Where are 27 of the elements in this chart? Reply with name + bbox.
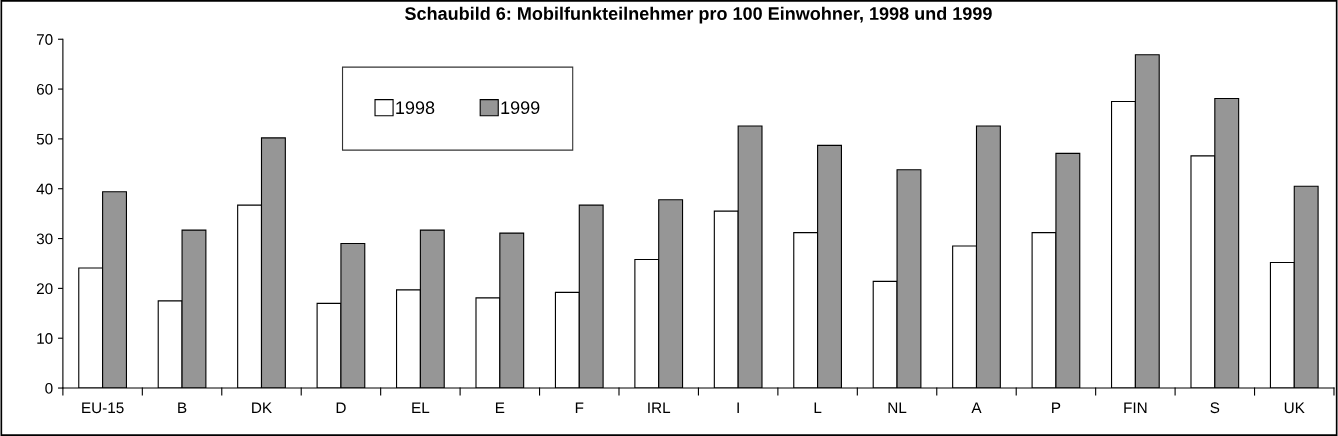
x-tick-label: EL [412, 402, 430, 413]
x-tick-label: S [1210, 402, 1220, 414]
x-tick-label: F [575, 402, 584, 413]
y-tick-label: 40 [36, 183, 53, 195]
x-tick-label: E [495, 402, 505, 413]
y-tick-label: 10 [37, 333, 53, 344]
y-tick-label: 0 [45, 382, 53, 394]
x-tick-label: D [336, 402, 346, 413]
y-tick-label: 50 [36, 133, 53, 145]
x-tick-label: B [178, 402, 187, 413]
x-tick-label: IRL [648, 402, 671, 413]
y-tick-label: 20 [36, 283, 53, 295]
y-tick-label: 60 [36, 83, 53, 95]
x-tick-label: EU-15 [82, 402, 124, 414]
x-tick-label: P [1052, 402, 1061, 413]
legend-label: 1998 [396, 101, 435, 115]
chart-title: Schaubild 6: Mobilfunkteilnehmer pro 100 Einwohner, 1998 und 1999 [405, 6, 992, 24]
x-tick-label: I [737, 402, 739, 413]
x-tick-label: A [971, 402, 982, 413]
x-tick-label: FIN [1124, 402, 1147, 413]
y-tick-label: 30 [36, 233, 53, 245]
x-tick-label: NL [888, 402, 907, 413]
y-tick-label: 70 [36, 34, 53, 45]
x-tick-label: DK [252, 402, 272, 413]
x-tick-label: L [814, 402, 822, 413]
x-tick-label: UK [1284, 402, 1305, 414]
legend-label: 1999 [501, 101, 540, 115]
